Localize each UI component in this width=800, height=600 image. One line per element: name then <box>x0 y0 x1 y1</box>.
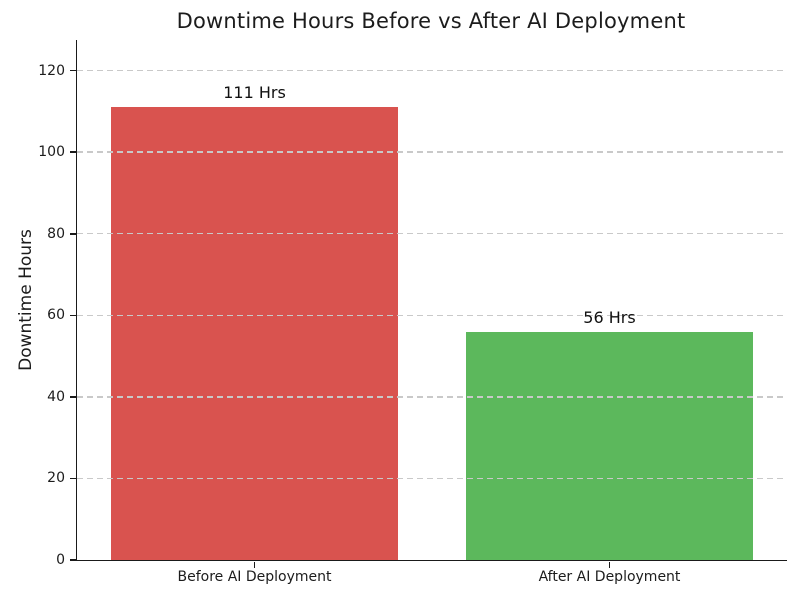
y-tick-mark-120 <box>69 69 76 72</box>
bar-before-ai-deployment <box>111 107 398 560</box>
x-tick-mark-2 <box>608 561 611 568</box>
bar-after-ai-deployment <box>466 331 753 560</box>
gridline-y-60 <box>77 314 787 316</box>
y-tick-label-0: 0 <box>56 552 65 568</box>
bar-value-label-1: 111 Hrs <box>223 83 286 103</box>
y-tick-mark-100 <box>69 151 76 153</box>
x-tick-mark-1 <box>253 561 256 568</box>
gridline-y-80 <box>77 233 787 235</box>
gridline-y-20 <box>77 477 787 480</box>
gridline-y-100 <box>77 151 787 153</box>
y-tick-mark-0 <box>69 559 76 561</box>
y-axis-label: Downtime Hours <box>16 229 36 371</box>
y-tick-mark-60 <box>69 314 76 317</box>
gridline-y-40 <box>77 396 787 398</box>
chart-title: Downtime Hours Before vs After AI Deploy… <box>176 9 686 33</box>
y-tick-label-120: 120 <box>38 62 65 79</box>
x-tick-label-2: After AI Deployment <box>538 569 681 585</box>
y-tick-mark-80 <box>69 232 76 235</box>
y-tick-mark-20 <box>69 477 76 480</box>
y-tick-label-20: 20 <box>47 470 65 487</box>
gridline-y-120 <box>77 69 787 72</box>
y-tick-label-100: 100 <box>38 144 65 161</box>
y-tick-label-80: 80 <box>47 225 65 242</box>
x-tick-label-1: Before AI Deployment <box>177 569 332 585</box>
bar-value-label-2: 56 Hrs <box>583 307 636 327</box>
y-tick-label-40: 40 <box>47 388 65 405</box>
y-tick-label-60: 60 <box>47 307 65 324</box>
y-tick-mark-40 <box>69 396 76 398</box>
plot-area: 111 Hrs 56 Hrs 0 20 40 60 80 100 120 Before AI … <box>38 40 787 585</box>
